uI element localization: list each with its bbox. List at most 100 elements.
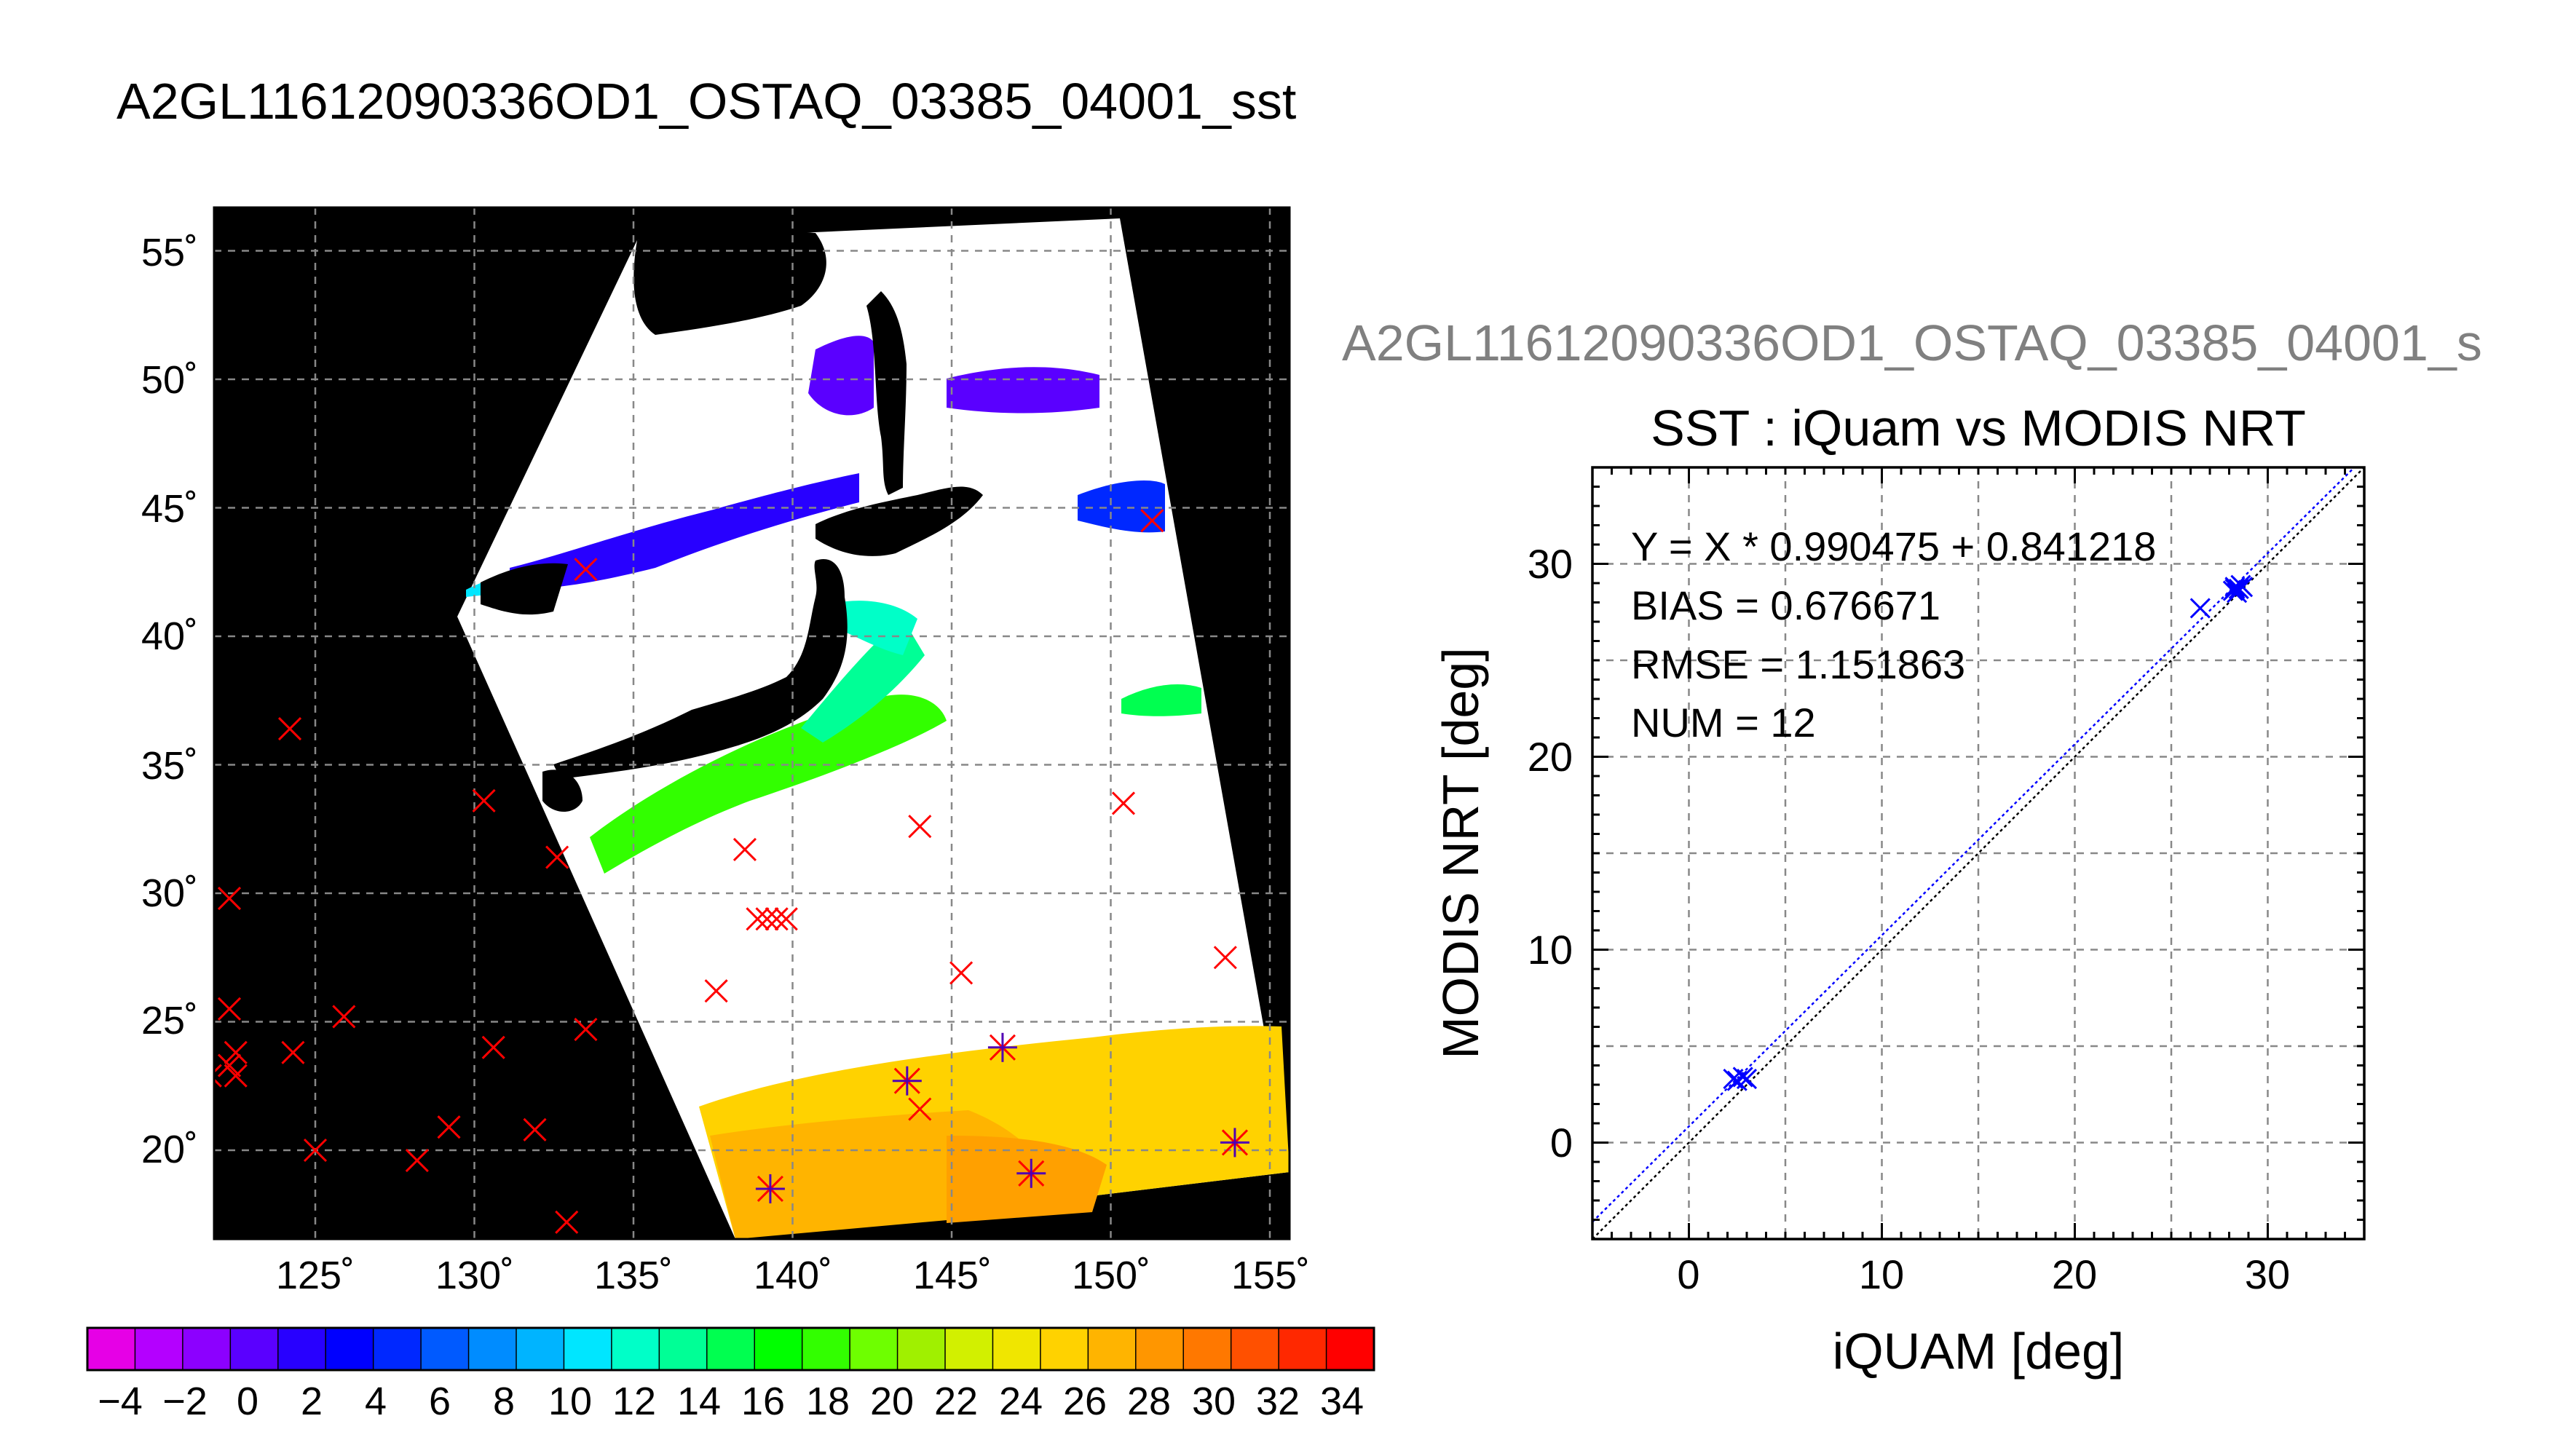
- colorbar-segment: [564, 1328, 612, 1370]
- colorbar-label: 34: [1320, 1380, 1364, 1423]
- map-marker: [774, 907, 798, 931]
- sst-east-blue: [1078, 480, 1165, 533]
- land-hokkaido: [816, 486, 983, 556]
- map-marker-stroke: [332, 1005, 356, 1029]
- sst-sanriku: [830, 601, 917, 655]
- map-marker: [481, 1035, 505, 1059]
- map-marker-stroke: [574, 558, 598, 582]
- colorbar-label: 22: [934, 1380, 978, 1423]
- map-marker-stroke: [908, 1097, 932, 1121]
- colorbar-label: 20: [870, 1380, 914, 1423]
- lon-tick: 130˚: [435, 1254, 514, 1297]
- map-marker: [765, 907, 789, 931]
- map-marker: [908, 815, 932, 839]
- land-kyushu: [542, 769, 583, 812]
- scatter-point-stroke: [1736, 1068, 1758, 1090]
- colorbar-segment: [1279, 1328, 1327, 1370]
- map-marker-stroke: [949, 961, 974, 985]
- land-sakhalin: [866, 291, 907, 495]
- rmse-label: RMSE = 1.151863: [1631, 641, 1965, 687]
- colorbar-segment: [421, 1328, 470, 1370]
- colorbar-label: 26: [1063, 1380, 1107, 1423]
- lon-tick: 155˚: [1231, 1254, 1310, 1297]
- bias-label: BIAS = 0.676671: [1631, 582, 1940, 628]
- colorbar-segment: [1040, 1328, 1089, 1370]
- colorbar-label: 4: [365, 1380, 387, 1423]
- map-marker: [949, 961, 974, 985]
- map-marker: [303, 1138, 328, 1163]
- map-marker-stroke: [214, 1064, 222, 1074]
- map-marker-stroke: [277, 717, 302, 741]
- map-marker-stroke: [217, 997, 242, 1021]
- main-title: A2GL11612090336OD1_OSTAQ_03385_04001_sst: [117, 73, 1296, 130]
- map-marker-stroke: [774, 907, 798, 931]
- map-marker-paired: [1220, 1128, 1249, 1158]
- colorbar-frame: [86, 1326, 1375, 1372]
- x-tick: 20: [2052, 1251, 2097, 1297]
- colorbar-label: 2: [301, 1380, 323, 1423]
- map-marker: [224, 1040, 248, 1064]
- scatter-point: [2232, 577, 2254, 598]
- colorbar-segment: [1231, 1328, 1279, 1370]
- colorbar-segment: [945, 1328, 993, 1370]
- map-marker-stroke: [755, 907, 779, 931]
- sst-okhotsk-violet: [808, 336, 874, 416]
- colorbar-label: 10: [548, 1380, 592, 1423]
- colorbar-label: −2: [162, 1380, 208, 1423]
- scatter-file-title: A2GL11612090336OD1_OSTAQ_03385_04001_s: [1342, 314, 2482, 371]
- colorbar-label: 32: [1256, 1380, 1300, 1423]
- map-marker: [755, 907, 779, 931]
- colorbar-segment: [706, 1328, 755, 1370]
- scatter-point: [1736, 1068, 1758, 1090]
- colorbar-label: 6: [429, 1380, 451, 1423]
- map-marker: [1111, 791, 1136, 815]
- map-marker-stroke: [555, 1210, 579, 1234]
- map-marker: [746, 907, 770, 931]
- map-marker-paired: [755, 1174, 785, 1203]
- colorbar-segment: [135, 1328, 183, 1370]
- colorbar-segment: [611, 1328, 660, 1370]
- scatter-point-stroke: [2224, 577, 2246, 598]
- colorbar-segment: [87, 1328, 135, 1370]
- colorbar-segment: [1088, 1328, 1137, 1370]
- sst-kuroshio-band: [590, 695, 947, 874]
- map-marker-stroke: [217, 886, 242, 911]
- scatter-points: [1723, 574, 2254, 1091]
- land-korea-north: [481, 563, 568, 615]
- map-marker-stroke: [405, 1149, 429, 1173]
- scatter-grid: [1592, 467, 2364, 1239]
- map-marker: [217, 886, 242, 911]
- map-marker-stroke: [303, 1138, 328, 1163]
- map-marker-paired: [892, 1066, 922, 1096]
- map-marker: [704, 979, 728, 1003]
- colorbar-segment: [516, 1328, 564, 1370]
- lon-tick: 135˚: [594, 1254, 673, 1297]
- colorbar-label: 0: [237, 1380, 258, 1423]
- lat-tick: 55˚: [141, 231, 198, 274]
- lat-tick: 25˚: [141, 999, 198, 1042]
- land-japan-honshu: [553, 559, 848, 779]
- map-marker-stroke: [481, 1035, 505, 1059]
- map-marker-stroke: [437, 1115, 461, 1139]
- map-marker: [574, 1018, 598, 1042]
- colorbar-label: −4: [98, 1380, 143, 1423]
- map-marker-stroke: [908, 815, 932, 839]
- scatter-point-stroke: [2228, 578, 2249, 600]
- map-marker: [214, 1064, 222, 1088]
- lat-tick: 35˚: [141, 744, 198, 788]
- colorbar-label: 16: [741, 1380, 785, 1423]
- map-marker-stroke: [1140, 509, 1164, 533]
- map-marker: [523, 1117, 547, 1142]
- colorbar-segment: [277, 1328, 326, 1370]
- colorbar-segment: [182, 1328, 231, 1370]
- colorbar-segment: [850, 1328, 899, 1370]
- map-marker: [217, 1053, 242, 1077]
- sst-map: 125˚ 130˚ 135˚ 140˚ 145˚ 150˚ 155˚ 20˚ 2…: [141, 206, 1310, 1297]
- y-tick: 20: [1528, 734, 1573, 780]
- colorbar-segment: [1326, 1328, 1375, 1370]
- map-marker: [405, 1149, 429, 1173]
- y-axis-label: MODIS NRT [deg]: [1432, 647, 1489, 1059]
- map-marker-stroke: [574, 1018, 598, 1042]
- x-tick: 10: [1859, 1251, 1904, 1297]
